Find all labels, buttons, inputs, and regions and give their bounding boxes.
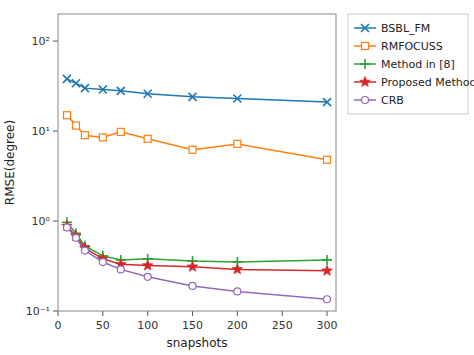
data-point [234,140,241,147]
data-point [324,156,331,163]
data-point [142,260,152,270]
data-point [232,264,242,274]
plot-area [58,14,336,311]
y-tick-label: 10⁻¹ [26,305,50,318]
series-line [67,226,327,271]
legend-label: Method in [8] [381,58,455,71]
data-point [72,234,79,241]
y-tick-label: 10⁰ [32,215,51,228]
x-tick [147,311,148,316]
series-line [67,227,327,299]
data-point [81,84,89,92]
y-tick [53,221,58,222]
data-point [144,90,152,98]
series [62,217,332,267]
y-tick [53,311,58,312]
series [63,224,330,303]
x-tick [58,311,59,316]
data-point [189,93,197,101]
data-point [234,288,241,295]
legend-marker [362,43,369,50]
chart: 0 50 100 150 200 250 300 10⁻¹ 10⁰ 10¹ 10² snapshots… [0,0,474,355]
data-point [81,247,88,254]
data-point [189,146,196,153]
legend-label: CRB [381,94,404,107]
data-point [144,273,151,280]
data-point [189,282,196,289]
x-tick-label: 100 [137,319,158,332]
data-point [322,255,332,265]
series [63,112,330,164]
data-point [63,75,71,83]
legend-marker [360,59,370,69]
legend-marker [360,77,370,87]
data-point [72,122,79,129]
legend-label: RMFOCUSS [381,40,443,53]
data-point [63,224,70,231]
y-tick [53,131,58,132]
plot-frame [58,14,336,311]
x-tick [102,311,103,316]
data-point [99,259,106,266]
y-tick-label: 10¹ [32,125,50,138]
y-axis-label: RMSE(degree) [3,120,17,205]
data-point [99,85,107,93]
data-point [63,112,70,119]
data-point [99,134,106,141]
series [63,75,331,106]
y-tick [53,41,58,42]
legend-marker [362,97,369,104]
series-line [67,79,327,102]
legend-label: Proposed Method [381,76,474,89]
x-tick-label: 200 [227,319,248,332]
data-point [117,266,124,273]
x-tick-label: 50 [96,319,110,332]
legend-label: BSBL_FM [381,22,430,35]
data-point [187,261,197,271]
data-point [144,135,151,142]
data-point [117,128,124,135]
data-point [233,95,241,103]
x-tick [282,311,283,316]
x-tick-label: 150 [182,319,203,332]
series [62,221,333,276]
data-point [322,265,332,275]
x-tick-label: 0 [55,319,62,332]
data-point [62,221,72,231]
x-tick-label: 300 [317,319,338,332]
x-tick [327,311,328,316]
x-tick [192,311,193,316]
data-point [71,231,81,241]
data-point [117,87,125,95]
series-line [67,115,327,160]
data-point [81,132,88,139]
legend-marker [361,24,369,32]
x-tick [237,311,238,316]
x-axis-label: snapshots [167,336,228,350]
data-point [324,296,331,303]
x-tick-label: 250 [272,319,293,332]
series-line [67,222,327,262]
legend: BSBL_FM RMFOCUSS Method in [8] Proposed Met… [348,14,474,114]
y-tick-label: 10² [32,35,50,48]
data-point [72,79,80,87]
legend-box [348,14,468,114]
data-layer [62,75,333,303]
data-point [323,98,331,106]
